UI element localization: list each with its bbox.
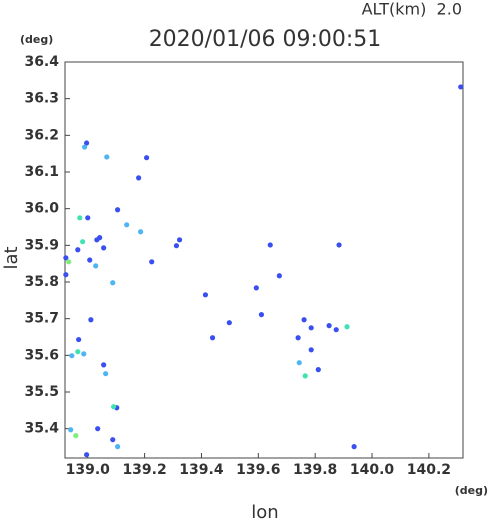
echo-point	[69, 353, 75, 359]
echo-point	[173, 243, 180, 249]
echo-point	[295, 335, 301, 341]
echo-point	[336, 242, 342, 248]
y-axis-label: lat	[1, 246, 22, 269]
echo-point	[209, 335, 216, 341]
echo-point	[351, 444, 357, 450]
echo-point	[308, 347, 314, 353]
echo-point	[258, 312, 265, 318]
echo-point	[296, 360, 302, 366]
plot-frame	[64, 61, 464, 459]
echo-point	[101, 245, 107, 251]
echo-point	[136, 175, 142, 181]
x-tick-label: 140.0	[350, 462, 395, 478]
x-unit: (deg)	[455, 484, 488, 497]
echo-point	[114, 207, 121, 213]
echo-point	[114, 444, 121, 450]
echo-point	[326, 323, 332, 329]
y-unit: (deg)	[20, 33, 53, 46]
y-tick-label: 36.0	[24, 201, 59, 217]
x-tick-label: 140.2	[407, 462, 451, 478]
echo-point	[94, 237, 100, 243]
x-tick-label: 139.4	[179, 462, 224, 478]
echo-point	[88, 317, 94, 323]
y-tick-label: 35.5	[24, 384, 59, 400]
echo-point	[110, 280, 116, 286]
echo-point	[104, 154, 110, 160]
echo-point	[73, 433, 79, 439]
echo-point	[253, 285, 259, 291]
echo-point	[124, 222, 130, 228]
echo-point	[93, 263, 99, 269]
echo-point	[110, 437, 116, 443]
echo-point	[458, 84, 464, 90]
echo-point	[143, 155, 150, 161]
echo-point	[82, 144, 88, 150]
y-tick-label: 35.6	[24, 347, 59, 363]
x-tick-label: 139.8	[293, 462, 337, 478]
subtitle: ALT(km) 2.0	[362, 0, 462, 19]
x-tick-label: 139.2	[122, 462, 166, 478]
echo-point	[344, 324, 350, 330]
echo-point	[267, 242, 273, 248]
echo-point	[226, 320, 232, 326]
echo-point	[85, 215, 91, 221]
echo-point	[68, 427, 74, 433]
echo-point	[84, 452, 90, 458]
x-tick-label: 139.6	[236, 462, 280, 478]
echo-point	[202, 292, 209, 298]
y-tick-label: 35.7	[24, 311, 59, 327]
y-tick-label: 35.8	[24, 274, 59, 290]
echo-point	[95, 426, 101, 432]
echo-point	[301, 317, 307, 323]
y-tick-label: 36.3	[24, 91, 59, 107]
echo-point	[63, 272, 69, 278]
echo-point	[75, 247, 81, 253]
echo-point	[84, 140, 90, 146]
y-tick-label: 35.4	[24, 421, 59, 437]
echo-point	[176, 237, 183, 243]
echo-point	[80, 239, 86, 245]
echo-point	[138, 229, 144, 235]
echo-point	[276, 273, 282, 279]
y-tick-label: 36.2	[24, 127, 59, 143]
echo-point	[315, 367, 321, 373]
x-tick-label: 139.0	[66, 462, 111, 478]
echo-point	[75, 349, 81, 355]
echo-point	[66, 259, 72, 265]
echo-point	[87, 257, 93, 263]
y-tick-label: 36.4	[24, 54, 59, 70]
x-axis-label: lon	[251, 502, 278, 521]
echo-point	[302, 373, 308, 379]
echo-point	[103, 371, 109, 377]
echo-point	[111, 404, 117, 410]
echo-point	[77, 215, 83, 221]
chart-title: 2020/01/06 09:00:51	[149, 27, 382, 52]
echo-point	[101, 362, 107, 368]
y-tick-label: 35.9	[24, 237, 59, 253]
echo-point	[81, 351, 87, 357]
echo-point	[63, 255, 69, 261]
echo-point	[333, 327, 339, 333]
echo-point	[149, 259, 155, 265]
echo-point	[76, 336, 82, 343]
echo-point	[308, 325, 314, 331]
y-tick-label: 36.1	[24, 164, 59, 180]
